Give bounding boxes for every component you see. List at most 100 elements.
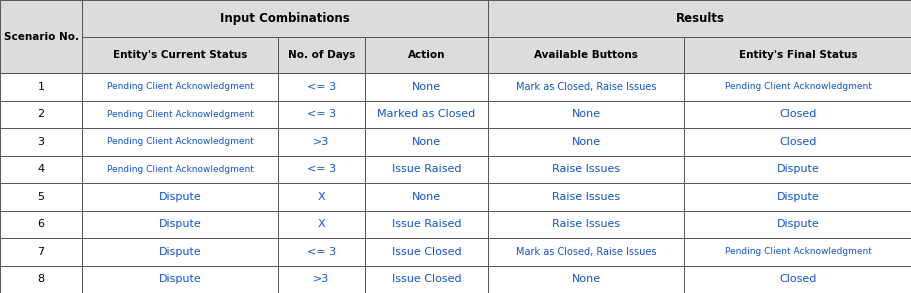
Bar (364, 101, 487, 128)
Bar (0, 265, 82, 293)
Text: Results: Results (675, 12, 723, 25)
Text: Pending Client Acknowledgment: Pending Client Acknowledgment (723, 83, 871, 91)
Text: 8: 8 (37, 274, 45, 284)
Text: Dispute: Dispute (159, 192, 201, 202)
Text: Dispute: Dispute (159, 247, 201, 257)
Bar (0, 73, 82, 101)
Bar (487, 73, 683, 101)
Bar (487, 156, 683, 183)
Bar (683, 156, 911, 183)
Text: >3: >3 (313, 137, 329, 147)
Bar (0, 0, 82, 73)
Text: Scenario No.: Scenario No. (4, 32, 78, 42)
Bar (487, 238, 683, 265)
Text: None: None (412, 137, 440, 147)
Text: 1: 1 (37, 82, 45, 92)
Text: Issue Closed: Issue Closed (391, 274, 461, 284)
Text: Mark as Closed, Raise Issues: Mark as Closed, Raise Issues (515, 247, 656, 257)
Text: Entity's Final Status: Entity's Final Status (738, 50, 856, 60)
Bar (82, 128, 278, 156)
Bar (278, 128, 364, 156)
Text: Closed: Closed (779, 110, 815, 120)
Bar (364, 183, 487, 211)
Bar (683, 128, 911, 156)
Bar (278, 37, 364, 73)
Text: None: None (571, 137, 599, 147)
Text: Issue Raised: Issue Raised (391, 164, 461, 174)
Bar (0, 183, 82, 211)
Bar (0, 101, 82, 128)
Text: <= 3: <= 3 (307, 164, 335, 174)
Bar (364, 156, 487, 183)
Bar (82, 156, 278, 183)
Text: 2: 2 (37, 110, 45, 120)
Text: Raise Issues: Raise Issues (551, 164, 619, 174)
Bar (487, 265, 683, 293)
Text: Entity's Current Status: Entity's Current Status (113, 50, 247, 60)
Text: Pending Client Acknowledgment: Pending Client Acknowledgment (107, 83, 253, 91)
Bar (278, 211, 364, 238)
Text: Mark as Closed, Raise Issues: Mark as Closed, Raise Issues (515, 82, 656, 92)
Text: Closed: Closed (779, 274, 815, 284)
Bar (683, 183, 911, 211)
Bar (364, 37, 487, 73)
Text: Pending Client Acknowledgment: Pending Client Acknowledgment (107, 165, 253, 174)
Bar (82, 183, 278, 211)
Bar (82, 37, 278, 73)
Text: Input Combinations: Input Combinations (220, 12, 350, 25)
Text: No. of Days: No. of Days (288, 50, 354, 60)
Text: <= 3: <= 3 (307, 110, 335, 120)
Text: Issue Closed: Issue Closed (391, 247, 461, 257)
Bar (364, 238, 487, 265)
Text: X: X (317, 192, 325, 202)
Text: Raise Issues: Raise Issues (551, 192, 619, 202)
Bar (278, 183, 364, 211)
Bar (683, 73, 911, 101)
Bar (683, 265, 911, 293)
Text: >3: >3 (313, 274, 329, 284)
Bar (0, 211, 82, 238)
Text: None: None (412, 192, 440, 202)
Bar (683, 211, 911, 238)
Bar (82, 101, 278, 128)
Text: 5: 5 (37, 192, 45, 202)
Text: Dispute: Dispute (159, 274, 201, 284)
Text: Pending Client Acknowledgment: Pending Client Acknowledgment (723, 247, 871, 256)
Text: Dispute: Dispute (776, 192, 818, 202)
Text: 4: 4 (37, 164, 45, 174)
Text: Pending Client Acknowledgment: Pending Client Acknowledgment (107, 110, 253, 119)
Text: Marked as Closed: Marked as Closed (377, 110, 475, 120)
Bar (82, 0, 487, 37)
Text: X: X (317, 219, 325, 229)
Bar (683, 37, 911, 73)
Text: Action: Action (407, 50, 445, 60)
Bar (278, 265, 364, 293)
Bar (278, 156, 364, 183)
Bar (278, 73, 364, 101)
Text: None: None (571, 110, 599, 120)
Bar (82, 265, 278, 293)
Bar (683, 101, 911, 128)
Bar (487, 128, 683, 156)
Text: Dispute: Dispute (776, 164, 818, 174)
Bar (82, 73, 278, 101)
Bar (0, 238, 82, 265)
Text: Dispute: Dispute (159, 219, 201, 229)
Text: Closed: Closed (779, 137, 815, 147)
Bar (487, 0, 911, 37)
Text: Available Buttons: Available Buttons (534, 50, 637, 60)
Text: 6: 6 (37, 219, 45, 229)
Bar (278, 238, 364, 265)
Bar (0, 156, 82, 183)
Text: 3: 3 (37, 137, 45, 147)
Bar (487, 37, 683, 73)
Bar (487, 101, 683, 128)
Text: Raise Issues: Raise Issues (551, 219, 619, 229)
Text: Dispute: Dispute (776, 219, 818, 229)
Bar (683, 238, 911, 265)
Text: <= 3: <= 3 (307, 82, 335, 92)
Bar (364, 265, 487, 293)
Bar (82, 238, 278, 265)
Bar (82, 211, 278, 238)
Text: <= 3: <= 3 (307, 247, 335, 257)
